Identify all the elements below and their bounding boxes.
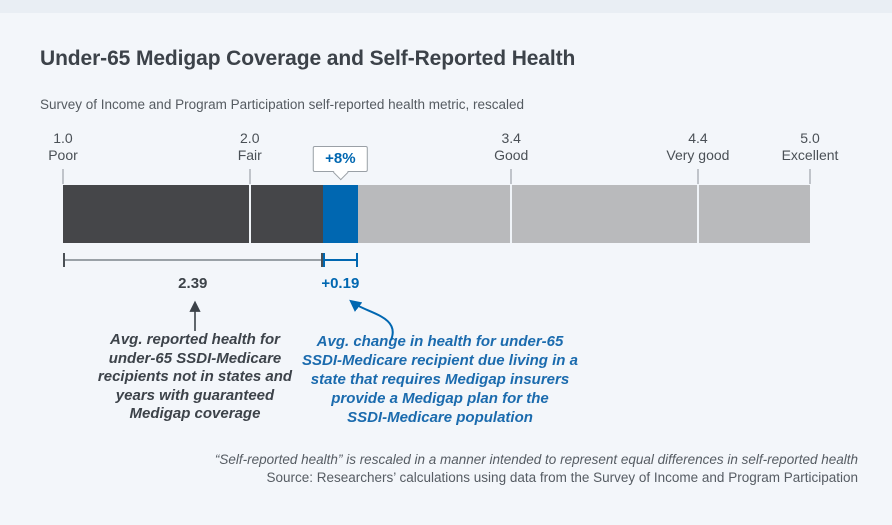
page-title: Under-65 Medigap Coverage and Self-Repor… <box>40 47 576 71</box>
tick-word: Fair <box>237 147 262 163</box>
tick-mark <box>510 169 512 184</box>
tick-word: Excellent <box>781 147 839 163</box>
baseline-value: 2.39 <box>178 275 208 292</box>
axis-tick-excellent: 5.0 Excellent <box>782 130 839 164</box>
axis-tick-good: 3.4 Good <box>494 130 528 164</box>
footnote: “Self-reported health” is rescaled in a … <box>214 452 858 467</box>
effect-annotation: Avg. change in health for under-65 SSDI-… <box>302 333 578 426</box>
tick-word: Good <box>494 147 529 163</box>
tick-word: Poor <box>48 147 78 163</box>
source-line: Source: Researchers’ calculations using … <box>266 470 858 485</box>
bar-separator <box>248 185 251 243</box>
tick-mark <box>249 169 251 184</box>
health-scale-bar <box>63 185 810 243</box>
bar-segment-remainder <box>358 185 810 243</box>
axis-tick-fair: 2.0 Fair <box>238 130 262 164</box>
baseline-bracket <box>63 253 323 267</box>
axis-tick-poor: 1.0 Poor <box>48 130 78 164</box>
health-scale-chart: 1.0 Poor 2.0 Fair 3.4 Good 4.4 Very good… <box>48 0 838 460</box>
tick-value: 3.4 <box>501 130 521 146</box>
tick-word: Very good <box>666 147 730 163</box>
baseline-annotation: Avg. reported health for under-65 SSDI-M… <box>97 331 293 422</box>
tick-mark <box>697 169 699 184</box>
bar-separator <box>696 185 699 243</box>
bar-separator <box>510 185 513 243</box>
tick-value: 4.4 <box>688 130 708 146</box>
tick-mark <box>809 169 811 184</box>
chart-subtitle: Survey of Income and Program Participati… <box>40 97 524 112</box>
bar-segment-baseline <box>63 185 323 243</box>
tick-value: 5.0 <box>800 130 820 146</box>
axis-tick-very-good: 4.4 Very good <box>666 130 729 164</box>
tick-value: 1.0 <box>53 130 73 146</box>
tick-mark <box>62 169 64 184</box>
percent-callout: +8% <box>313 146 368 180</box>
percent-callout-value: +8% <box>325 150 356 167</box>
bar-segment-effect <box>322 185 359 243</box>
effect-value: +0.19 <box>321 275 360 292</box>
tick-value: 2.0 <box>240 130 260 146</box>
top-strip <box>0 0 892 13</box>
effect-bracket <box>322 253 359 267</box>
